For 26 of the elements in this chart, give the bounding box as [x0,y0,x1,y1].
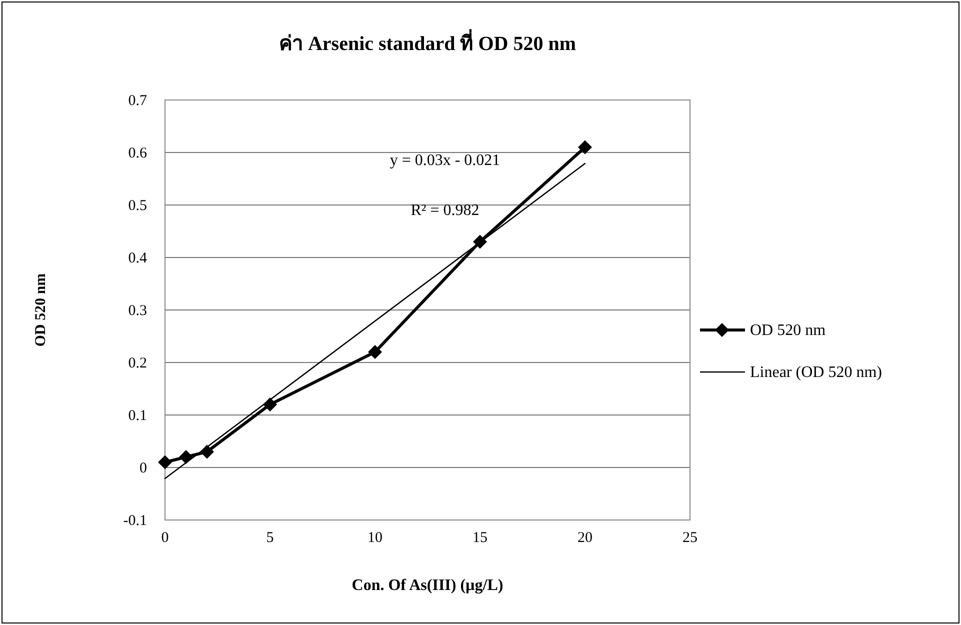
x-tick-label: 0 [161,530,169,546]
x-tick-label: 15 [472,530,488,546]
point [179,450,193,464]
legend-label: Linear (OD 520 nm) [750,364,882,381]
y-tick-label: 0.6 [128,146,148,162]
y-tick-label: -0.1 [123,513,147,529]
annotation: R² = 0.982 [410,202,480,219]
point [578,140,592,154]
y-tick-label: 0 [140,460,147,476]
y-axis-title: OD 520 nm [33,272,49,347]
y-tick-label: 0.5 [128,198,147,214]
y-tick-label: 0.4 [128,250,148,266]
legend-label: OD 520 nm [750,322,826,339]
y-tick-label: 0.1 [128,408,147,424]
x-tick-label: 25 [682,530,698,546]
x-tick-label: 10 [368,530,382,546]
annotation: y = 0.03x - 0.021 [390,152,500,169]
x-tick-label: 20 [578,530,592,546]
point [158,455,172,470]
y-tick-label: 0.7 [128,93,148,109]
point [368,345,382,359]
chart-title: ค่า Arsenic standard ที่ OD 520 nm [278,28,576,55]
x-tick-label: 5 [266,530,274,546]
y-tick-label: 0.2 [128,356,147,372]
x-axis-title: Con. Of As(III) (µg/L) [352,577,504,594]
y-tick-label: 0.3 [128,303,147,319]
